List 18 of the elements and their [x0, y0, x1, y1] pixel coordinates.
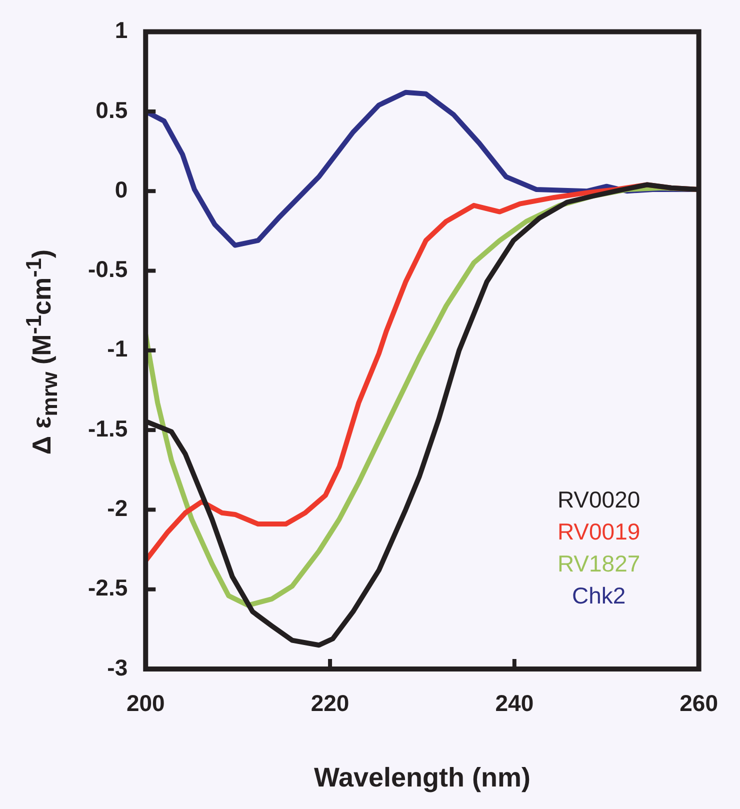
x-tick-label: 200	[126, 690, 165, 716]
y-tick-label: -2.5	[88, 574, 128, 601]
x-tick-label: 220	[310, 690, 350, 716]
y-tick-label: -0.5	[88, 256, 128, 282]
y-tick-label: 1	[114, 17, 128, 44]
y-tick-label: -3	[107, 654, 128, 680]
text: RV0019	[557, 518, 640, 544]
text: RV0020	[557, 486, 640, 512]
y-tick-label: -1	[107, 336, 128, 362]
y-tick-label: -2	[107, 495, 128, 522]
text: RV1827	[557, 550, 640, 576]
x-tick-label: 240	[495, 690, 534, 716]
x-axis-title: Wavelength (nm)	[314, 762, 530, 792]
y-tick-label: 0	[114, 176, 128, 202]
y-tick-label: 0.5	[96, 96, 128, 123]
text: Chk2	[572, 582, 626, 608]
y-tick-label: -1.5	[88, 415, 128, 442]
x-tick-label: 260	[680, 690, 718, 716]
